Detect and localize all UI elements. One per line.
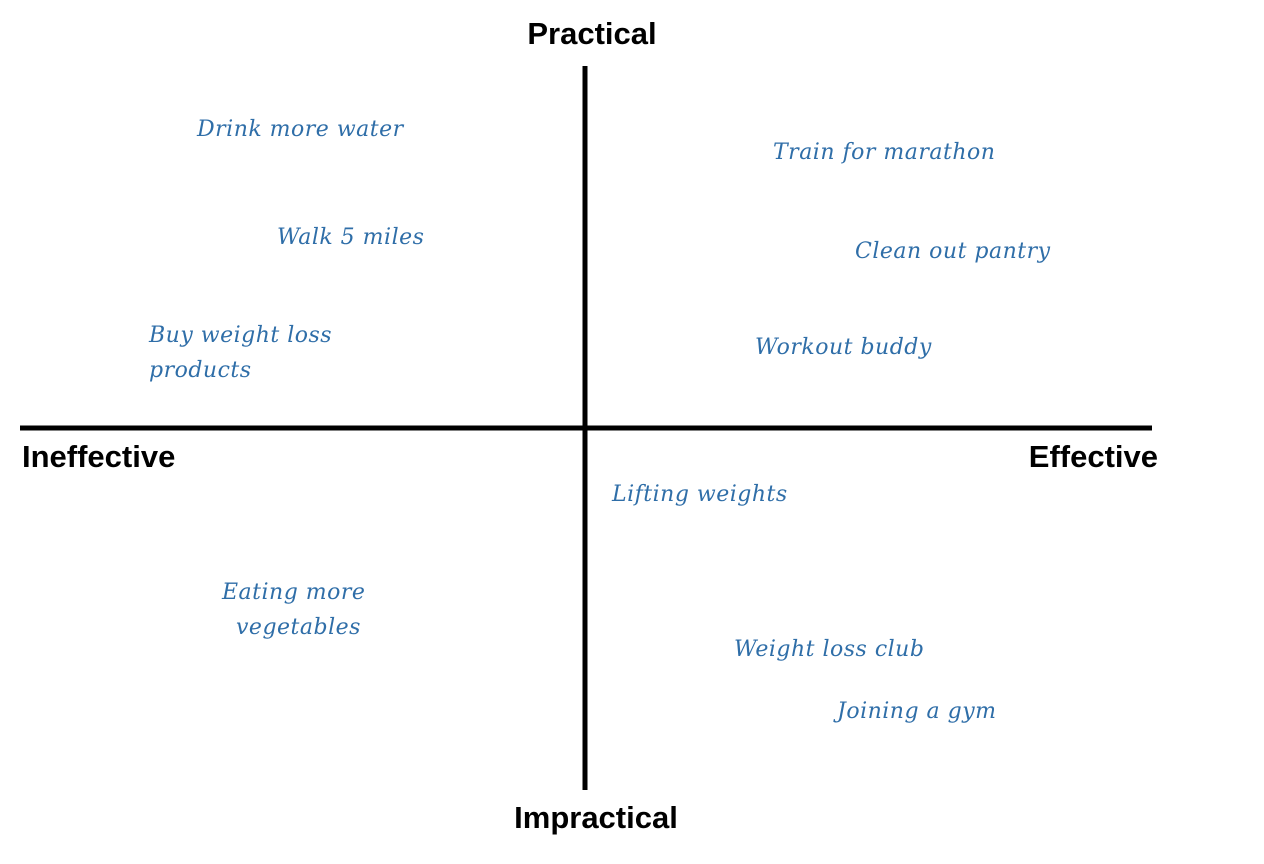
item-label: Eating more [221, 580, 365, 605]
item-label: Lifting weights [611, 482, 788, 507]
item-label: Joining a gym [833, 699, 997, 724]
item-label: Weight loss club [734, 637, 924, 662]
axis-left-label: Ineffective [22, 439, 175, 474]
axis-top-label: Practical [527, 16, 656, 51]
item-label: Walk 5 miles [277, 225, 424, 250]
item-label: Drink more water [196, 117, 405, 142]
axis-bottom-label: Impractical [514, 800, 678, 835]
item-label: vegetables [236, 615, 361, 640]
item-label: Workout buddy [755, 335, 932, 360]
item-label: Buy weight loss [148, 323, 332, 348]
item-label: Train for marathon [773, 140, 995, 165]
item-label: products [149, 358, 252, 383]
axis-right-label: Effective [1029, 439, 1158, 474]
item-label: Clean out pantry [855, 239, 1051, 264]
